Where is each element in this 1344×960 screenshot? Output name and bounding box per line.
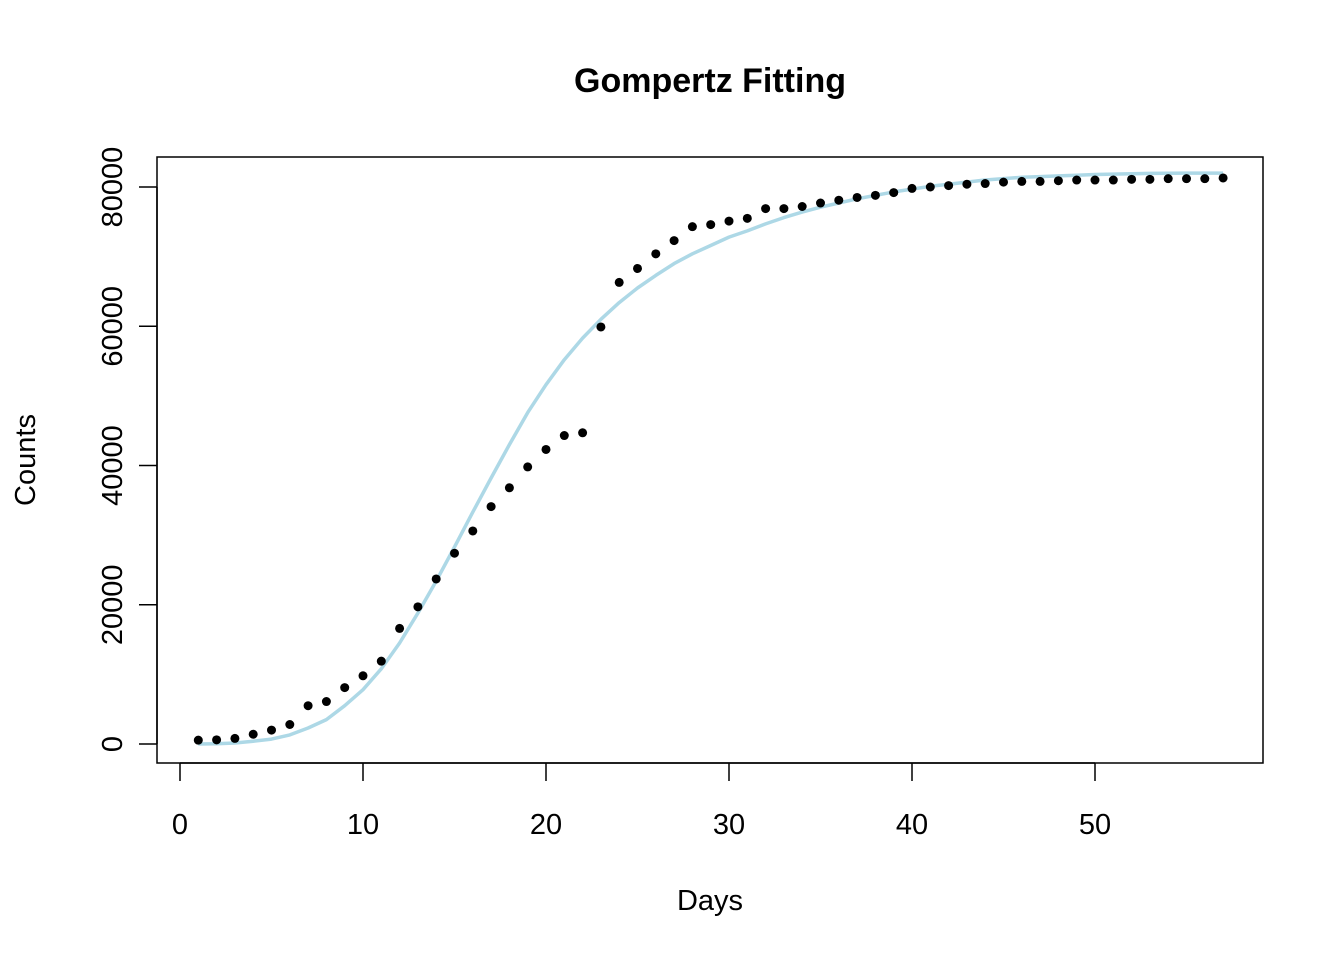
data-point <box>1072 175 1082 185</box>
y-tick-label: 60000 <box>97 286 129 367</box>
data-point <box>870 190 880 200</box>
data-point <box>816 198 825 208</box>
y-tick-label: 40000 <box>97 425 129 506</box>
data-point <box>1108 175 1118 185</box>
x-tick-label: 50 <box>1079 809 1111 841</box>
data-point <box>999 177 1008 187</box>
x-tick-label: 20 <box>530 809 562 841</box>
data-point <box>321 697 331 707</box>
data-point <box>523 462 533 472</box>
data-point <box>1200 174 1210 184</box>
x-tick-label: 0 <box>172 809 188 841</box>
data-point <box>1017 176 1027 186</box>
data-point <box>504 483 514 493</box>
data-point <box>578 428 588 438</box>
data-point <box>980 179 990 189</box>
x-tick-label: 40 <box>896 809 928 841</box>
data-point <box>212 735 222 745</box>
data-point <box>669 236 679 246</box>
data-point <box>1145 174 1155 184</box>
fitted-curve-line <box>198 171 1224 746</box>
data-point <box>614 277 624 287</box>
data-point <box>962 179 972 189</box>
data-point <box>468 526 478 536</box>
data-point <box>724 216 734 226</box>
x-axis-label: Days <box>677 885 743 917</box>
data-point <box>1182 174 1191 184</box>
data-point <box>706 220 716 230</box>
data-point <box>944 181 954 191</box>
data-point <box>797 201 807 211</box>
x-axis: 0 10 20 30 40 50 <box>172 762 1111 841</box>
data-point <box>907 183 917 193</box>
data-point <box>1127 174 1137 184</box>
data-point <box>633 263 642 273</box>
data-point <box>834 195 844 205</box>
data-point <box>431 574 441 584</box>
data-point <box>395 623 405 633</box>
chart-title: Gompertz Fitting <box>574 62 846 100</box>
data-point <box>340 683 350 693</box>
data-point <box>230 733 240 743</box>
data-point <box>742 213 752 223</box>
data-point <box>596 322 606 332</box>
data-point <box>1053 176 1063 186</box>
fitted-curve-series <box>198 171 1224 746</box>
data-point <box>376 656 386 666</box>
data-point <box>285 720 295 730</box>
data-point <box>779 204 789 214</box>
data-point <box>248 729 258 739</box>
data-point <box>267 725 276 735</box>
data-point <box>1090 175 1100 185</box>
data-point <box>651 249 661 259</box>
y-tick-label: 0 <box>97 736 129 752</box>
observed-points-series <box>193 173 1228 745</box>
data-point <box>852 192 862 202</box>
data-point <box>761 204 771 214</box>
data-point <box>687 222 697 232</box>
x-tick-label: 30 <box>713 809 745 841</box>
y-tick-label: 20000 <box>97 564 129 645</box>
data-point <box>193 735 203 745</box>
y-axis-label: Counts <box>10 414 42 506</box>
data-point <box>1035 176 1045 186</box>
data-point <box>1163 174 1173 184</box>
data-point <box>486 502 496 512</box>
data-point <box>303 701 313 711</box>
y-tick-label: 80000 <box>97 147 129 228</box>
x-tick-label: 10 <box>347 809 379 841</box>
data-point <box>413 602 423 612</box>
data-point <box>541 444 551 454</box>
data-point <box>358 671 368 681</box>
data-point <box>450 548 459 558</box>
data-point <box>889 188 899 198</box>
data-point <box>559 431 569 441</box>
plot-area-frame <box>156 156 1264 764</box>
data-point <box>925 182 935 192</box>
y-axis: 0 20000 40000 60000 80000 <box>97 147 158 752</box>
data-point <box>1218 173 1228 183</box>
